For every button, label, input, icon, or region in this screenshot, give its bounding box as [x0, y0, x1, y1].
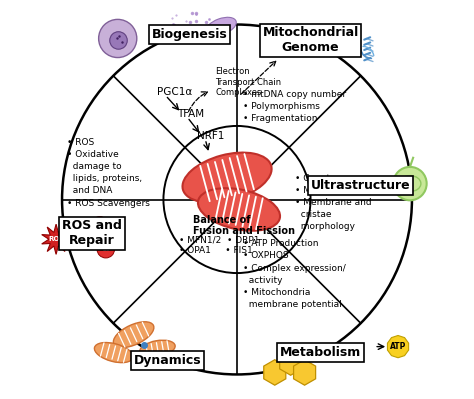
Ellipse shape [94, 342, 133, 363]
Text: TFAM: TFAM [177, 109, 204, 119]
Text: Balance of
Fusion and Fission: Balance of Fusion and Fission [193, 215, 295, 236]
Text: Ultrastructure: Ultrastructure [310, 179, 410, 192]
Circle shape [110, 32, 127, 49]
Text: Mitochondrial
Genome: Mitochondrial Genome [263, 26, 359, 54]
FancyArrowPatch shape [363, 46, 374, 55]
FancyArrowPatch shape [361, 49, 372, 58]
Circle shape [99, 20, 137, 57]
Text: Biogenesis: Biogenesis [151, 28, 227, 41]
Text: NRF1: NRF1 [197, 131, 225, 141]
Ellipse shape [182, 152, 272, 203]
Ellipse shape [198, 188, 280, 231]
Text: • MFN1/2  • DRP1
• OPA1     • FIS1: • MFN1/2 • DRP1 • OPA1 • FIS1 [179, 235, 260, 255]
Circle shape [393, 167, 427, 200]
Text: OH: OH [94, 222, 106, 228]
Text: Metabolism: Metabolism [280, 346, 361, 359]
Text: ROS and
Repair: ROS and Repair [62, 219, 122, 247]
Text: PGC1α: PGC1α [157, 87, 193, 97]
Text: ROS: ROS [48, 236, 64, 242]
Circle shape [97, 241, 115, 258]
Text: • Count
• Mass
• Membrane and
  cristae
  morphology: • Count • Mass • Membrane and cristae mo… [295, 174, 371, 231]
Circle shape [99, 229, 117, 246]
Text: • mtDNA copy number
• Polymorphisms
• Fragmentation: • mtDNA copy number • Polymorphisms • Fr… [243, 90, 346, 123]
Ellipse shape [399, 176, 421, 192]
Circle shape [91, 217, 109, 234]
Polygon shape [42, 224, 71, 255]
Text: • ATP Production
• OXPHOS
• Complex expression/
  activity
• Mitochondria
  memb: • ATP Production • OXPHOS • Complex expr… [243, 239, 346, 309]
Ellipse shape [113, 322, 154, 348]
Text: ATP: ATP [390, 342, 406, 351]
Ellipse shape [140, 340, 175, 357]
Text: O₂⁻: O₂⁻ [102, 234, 114, 240]
Text: Electron
Transport Chain
Complexes: Electron Transport Chain Complexes [215, 67, 281, 97]
Text: Dynamics: Dynamics [134, 354, 201, 367]
Text: O₂: O₂ [101, 246, 110, 252]
Text: • ROS
• Oxidative
  damage to
  lipids, proteins,
  and DNA
• ROS Scavengers: • ROS • Oxidative damage to lipids, prot… [67, 138, 150, 207]
Ellipse shape [206, 17, 236, 36]
